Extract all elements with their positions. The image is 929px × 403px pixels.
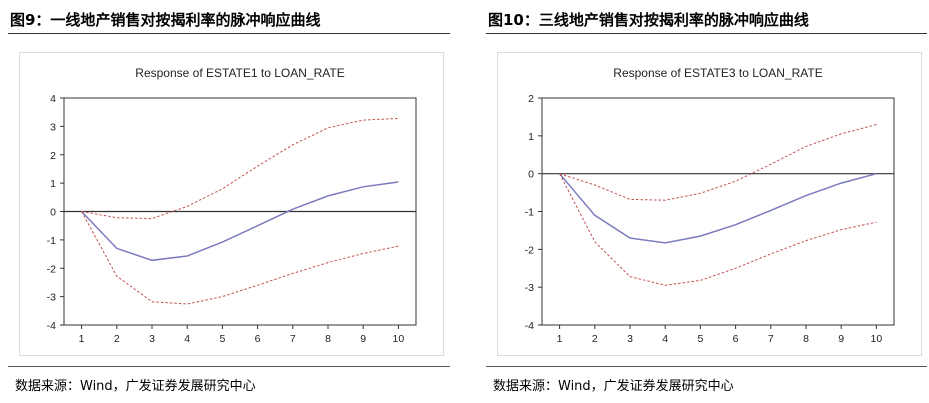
x-tick-label: 3 [149,333,155,345]
x-tick-label: 7 [290,333,296,345]
y-tick-label: 1 [50,178,56,190]
chart-title: Response of ESTATE3 to LOAN_RATE [613,66,822,80]
y-tick-label: 0 [50,207,56,219]
chart-title: Response of ESTATE1 to LOAN_RATE [135,66,344,80]
y-tick-label: -3 [47,292,56,304]
source-note: 数据来源：Wind，广发证券发展研究中心 [15,379,256,394]
x-tick-label: 10 [871,333,883,345]
y-tick-label: 3 [50,121,56,133]
x-tick-label: 9 [838,333,844,345]
plot-area [541,97,895,326]
upper-band-line [81,117,399,220]
y-tick-label: 1 [528,131,534,143]
chart-frame: Response of ESTATE3 to LOAN_RATE 2 1 0 -1 -2-… [497,52,922,356]
x-tick-label: 1 [557,333,563,345]
y-tick-label: -1 [47,235,56,247]
figure-title: 图9：一线地产销售对按揭利率的脉冲响应曲线 [10,11,321,29]
figure-title: 图10：三线地产销售对按揭利率的脉冲响应曲线 [488,11,809,29]
figure-panel-1: 图9：一线地产销售对按揭利率的脉冲响应曲线 Response of ESTATE… [0,0,452,403]
x-tick-label: 1 [79,333,85,345]
x-tick-label: 9 [360,333,366,345]
x-tick-label: 5 [219,333,225,345]
x-tick-label: 4 [662,333,668,345]
y-tick-label: -4 [47,320,56,332]
title-rule [486,33,927,34]
y-tick-label: 4 [50,93,56,105]
response-line [81,181,399,262]
x-tick-label: 8 [803,333,809,345]
y-tick-label: -1 [525,207,534,219]
x-tick-label: 6 [255,333,261,345]
x-tick-label: 7 [768,333,774,345]
impulse-response-chart-2: Response of ESTATE3 to LOAN_RATE210-1-2-… [525,66,895,345]
source-rule [8,366,450,367]
title-rule [8,33,450,34]
upper-band-line [559,124,877,201]
y-tick-label: -4 [525,320,534,332]
x-tick-label: 6 [733,333,739,345]
x-tick-label: 4 [184,333,190,345]
x-tick-label: 10 [393,333,405,345]
impulse-response-chart-1: Response of ESTATE1 to LOAN_RATE43210-1-… [47,66,417,345]
x-tick-label: 8 [325,333,331,345]
source-rule [486,366,927,367]
y-tick-label: -3 [525,282,534,294]
y-tick-label: 2 [50,150,56,162]
figure-panel-2: 图10：三线地产销售对按揭利率的脉冲响应曲线 Response of ESTAT… [478,0,929,403]
y-tick-label: -2 [525,244,534,256]
y-tick-label: 2 [528,93,534,105]
lower-band-line [559,173,877,286]
x-tick-label: 2 [592,333,598,345]
source-note: 数据来源：Wind，广发证券发展研究中心 [493,379,734,394]
y-tick-label: 0 [528,169,534,181]
y-tick-label: -2 [47,263,56,275]
x-tick-label: 5 [697,333,703,345]
chart-frame: Response of ESTATE1 to LOAN_RATE 4 3 2 1 0 -1-… [19,52,444,356]
x-tick-label: 2 [114,333,120,345]
lower-band-line [81,211,399,305]
response-line [559,172,877,244]
x-tick-label: 3 [627,333,633,345]
